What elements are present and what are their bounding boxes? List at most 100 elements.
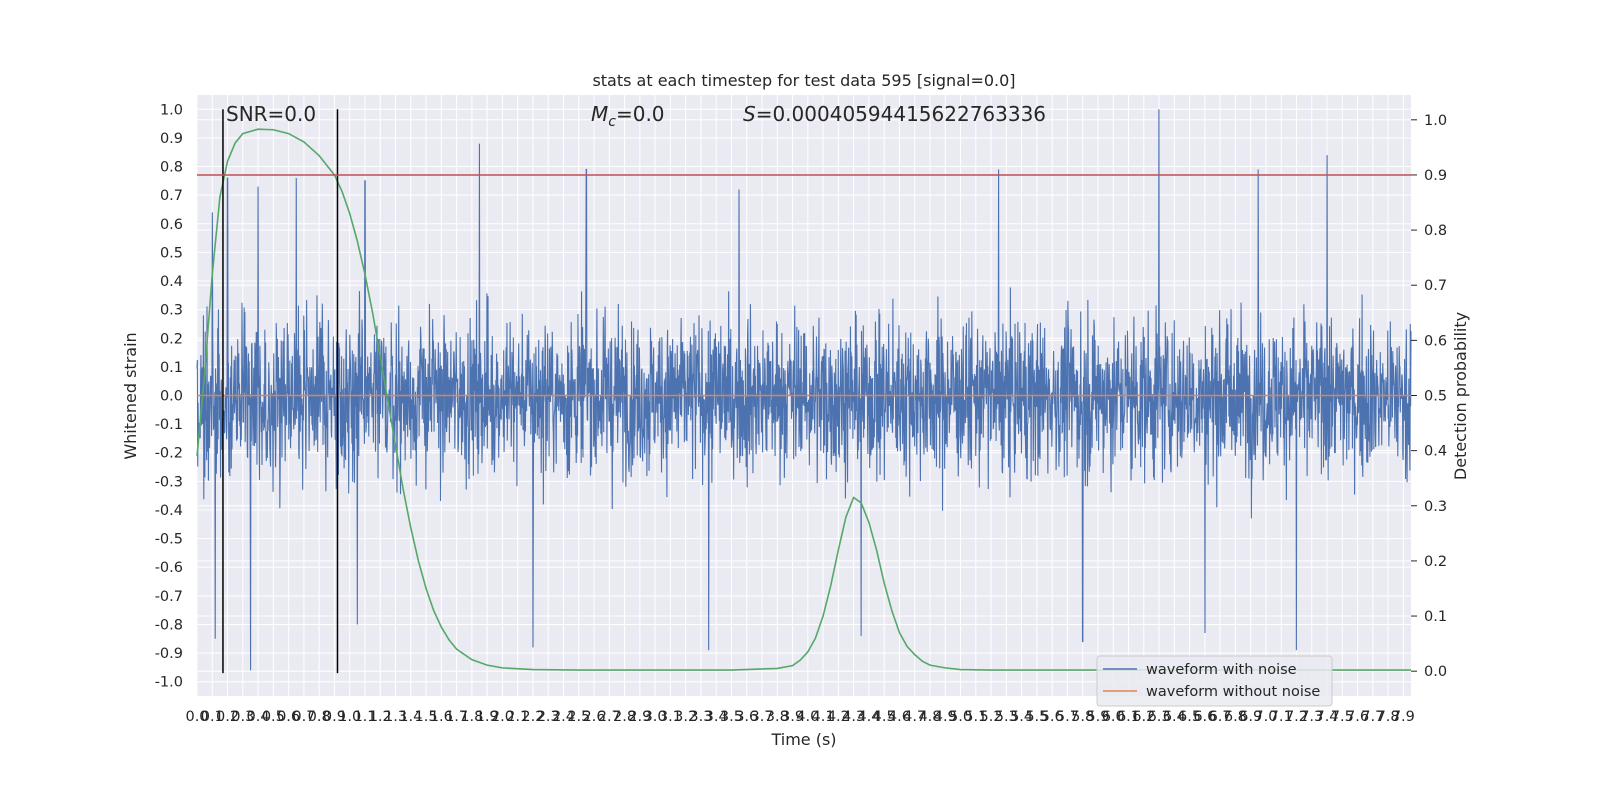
x-tick-label: 4.7 [903, 709, 926, 725]
x-tick-label: 6.6 [1193, 709, 1216, 725]
y2-tick-label: 0.8 [1424, 223, 1447, 239]
x-tick-label: 3.3 [689, 709, 712, 725]
x-tick-label: 2.3 [537, 709, 560, 725]
y-tick-label: -0.2 [155, 446, 183, 462]
x-tick-label: 6.9 [1239, 709, 1262, 725]
y-tick-label: 0.0 [160, 389, 183, 405]
x-tick-label: 2.1 [506, 709, 529, 725]
legend-label-clean: waveform without noise [1146, 684, 1320, 700]
x-tick-label: 0.1 [201, 709, 224, 725]
x-tick-label: 7.1 [1270, 709, 1293, 725]
y2-tick-label: 0.0 [1424, 664, 1447, 680]
x-tick-label: 4.0 [796, 709, 819, 725]
y-tick-label: 0.5 [160, 245, 183, 261]
x-tick-label: 3.7 [750, 709, 773, 725]
x-tick-label: 0.2 [216, 709, 239, 725]
reference-lines [197, 109, 1411, 674]
x-tick-label: 7.7 [1361, 709, 1384, 725]
x-tick-label: 6.8 [1224, 709, 1247, 725]
y2-tick-label: 0.2 [1424, 554, 1447, 570]
y-tick-label: -0.5 [155, 532, 183, 548]
x-tick-label: 0.8 [308, 709, 331, 725]
x-tick-label: 3.0 [644, 709, 667, 725]
x-tick-label: 3.5 [720, 709, 743, 725]
x-tick-label: 3.1 [659, 709, 682, 725]
x-tick-label: 1.0 [338, 709, 361, 725]
x-tick-label: 2.9 [628, 709, 651, 725]
x-tick-label: 7.2 [1285, 709, 1308, 725]
x-tick-label: 7.9 [1392, 709, 1415, 725]
y-tick-label: -0.3 [155, 474, 183, 490]
y2-tick-label: 0.9 [1424, 168, 1447, 184]
x-tick-label: 2.4 [552, 709, 575, 725]
y2-tick-label: 0.5 [1424, 389, 1447, 405]
x-tick-label: 4.2 [827, 709, 850, 725]
y-tick-label: -0.8 [155, 617, 183, 633]
x-tick-label: 4.3 [842, 709, 865, 725]
legend-frame [1096, 655, 1333, 707]
snr-annotation: SNR=0.0 [226, 102, 316, 126]
series-waveform-with-noise [196, 109, 1412, 671]
x-tick-label: 2.6 [583, 709, 606, 725]
y-axis-label: Whitened strain [121, 332, 140, 459]
x-tick-label: 3.4 [705, 709, 728, 725]
x-tick-label: 5.2 [980, 709, 1003, 725]
x-tick-label: 3.2 [674, 709, 697, 725]
x-tick-label: 5.4 [1010, 709, 1033, 725]
x-tick-label: 6.1 [1117, 709, 1140, 725]
x-tick-label: 4.6 [888, 709, 911, 725]
x-tick-label: 3.9 [781, 709, 804, 725]
chart-title: stats at each timestep for test data 595… [592, 71, 1015, 90]
x-tick-label: 1.3 [384, 709, 407, 725]
y-tick-label: -0.9 [155, 646, 183, 662]
x-tick-label: 4.1 [812, 709, 835, 725]
x-tick-label: 5.9 [1086, 709, 1109, 725]
y-tick-label: 0.7 [160, 188, 183, 204]
y-tick-label: -0.7 [155, 589, 183, 605]
x-tick-label: 7.3 [1300, 709, 1323, 725]
x-tick-label: 0.3 [231, 709, 254, 725]
y-tick-label: 0.8 [160, 160, 183, 176]
y-tick-label: 0.4 [160, 274, 183, 290]
x-tick-label: 4.9 [934, 709, 957, 725]
y-tick-label: 0.2 [160, 331, 183, 347]
x-tick-label: 5.3 [995, 709, 1018, 725]
y-tick-label: 0.9 [160, 131, 183, 147]
y-tick-label: 0.6 [160, 217, 183, 233]
x-tick-label: 4.8 [918, 709, 941, 725]
y-tick-label: -0.6 [155, 560, 183, 576]
x-tick-label: 7.8 [1377, 709, 1400, 725]
y-tick-label: 0.3 [160, 303, 183, 319]
y2-axis-label: Detection probability [1451, 312, 1470, 480]
tick-labels: 0.00.10.20.30.40.50.60.70.80.91.01.11.21… [155, 102, 1447, 725]
legend: waveform with noise waveform without noi… [1096, 655, 1333, 707]
y-tick-label: -0.4 [155, 503, 183, 519]
y-tick-label: -0.1 [155, 417, 183, 433]
chirp-mass-annotation: Mc=0.0 [591, 102, 665, 130]
x-tick-label: 5.8 [1071, 709, 1094, 725]
x-tick-label: 0.4 [247, 709, 270, 725]
x-tick-label: 5.7 [1056, 709, 1079, 725]
x-tick-label: 1.1 [353, 709, 376, 725]
y2-tick-label: 0.6 [1424, 333, 1447, 349]
x-tick-label: 1.5 [415, 709, 438, 725]
x-tick-label: 0.0 [185, 709, 208, 725]
x-tick-label: 0.5 [262, 709, 285, 725]
x-tick-label: 6.0 [1102, 709, 1125, 725]
x-tick-label: 1.8 [460, 709, 483, 725]
snr-score-annotation: S=0.00040594415622763336 [743, 102, 1046, 126]
x-tick-label: 5.1 [964, 709, 987, 725]
x-tick-label: 5.5 [1025, 709, 1048, 725]
y2-tick-label: 0.3 [1424, 499, 1447, 515]
score-value: =0.00040594415622763336 [756, 102, 1046, 126]
legend-label-noise: waveform with noise [1146, 662, 1297, 678]
x-tick-label: 7.4 [1315, 709, 1338, 725]
x-tick-label: 3.8 [766, 709, 789, 725]
y-tick-label: -1.0 [155, 675, 183, 691]
x-tick-label: 0.9 [323, 709, 346, 725]
x-tick-label: 4.5 [873, 709, 896, 725]
x-tick-label: 2.0 [491, 709, 514, 725]
x-tick-label: 6.4 [1163, 709, 1186, 725]
